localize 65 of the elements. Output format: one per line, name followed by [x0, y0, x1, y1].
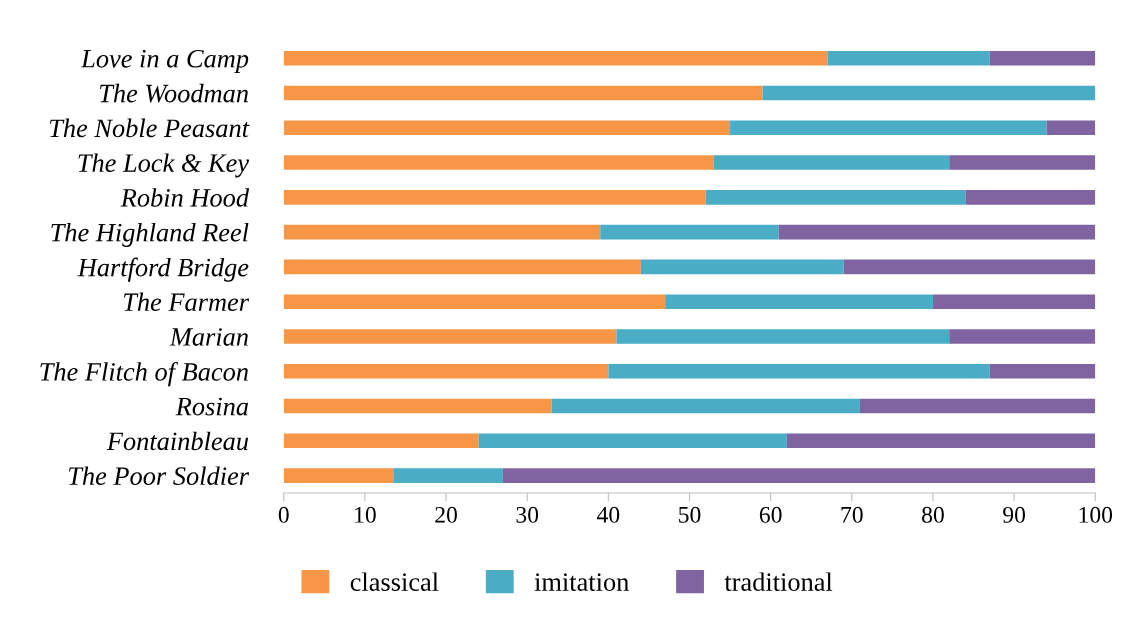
y-tick-label: The Noble Peasant [49, 118, 250, 138]
bar [283, 468, 394, 483]
x-tick-label: 30 [516, 506, 539, 523]
bar [608, 363, 990, 379]
bar [827, 50, 990, 66]
legend-label: traditional [724, 572, 833, 591]
bar [502, 468, 1096, 483]
legend-label: imitation [534, 573, 629, 591]
bar [283, 329, 617, 344]
x-tick-label: 20 [435, 506, 457, 523]
bar [762, 85, 1096, 101]
y-tick-label: The Highland Reel [51, 222, 249, 247]
x-tick-label: 10 [355, 506, 376, 523]
y-tick-label: Hartford Bridge [77, 257, 249, 282]
bar [932, 294, 1096, 309]
bar [949, 329, 1096, 344]
bar [283, 363, 609, 379]
x-tick-label: 70 [841, 506, 863, 523]
bar [283, 433, 479, 449]
bar [640, 259, 844, 275]
bar [283, 224, 601, 240]
y-tick-label: The Lock & Key [78, 153, 250, 178]
y-tick-label: Love in a Camp [80, 49, 249, 73]
bar [778, 224, 1096, 240]
bar [730, 120, 1047, 136]
y-tick-label: Rosina [175, 397, 249, 416]
bar [283, 190, 706, 205]
bar [393, 468, 503, 483]
bar [989, 363, 1096, 379]
bar [843, 259, 1096, 275]
y-tick-label: The Poor Soldier [68, 466, 250, 486]
y-tick-label: The Flitch of Bacon [40, 361, 248, 387]
bar [1046, 120, 1096, 136]
bar [283, 120, 731, 136]
bar [859, 398, 1096, 414]
bar [989, 50, 1096, 66]
y-tick-label: The Farmer [123, 292, 250, 312]
bar [283, 155, 714, 170]
bar [705, 190, 966, 205]
bar [786, 433, 1096, 449]
bar [478, 433, 787, 449]
y-tick-label: Fontainbleau [106, 431, 249, 451]
x-tick-label: 80 [922, 506, 944, 523]
bar [965, 190, 1096, 205]
bar [551, 398, 860, 414]
x-tick-label: 0 [278, 506, 289, 523]
bar [283, 294, 666, 309]
x-tick-label: 100 [1079, 506, 1113, 523]
bar [283, 50, 828, 66]
y-tick-label: Marian [169, 328, 248, 346]
bar [665, 294, 933, 309]
y-tick-label: Robin Hood [120, 188, 250, 207]
bar [283, 259, 641, 275]
bar [949, 155, 1096, 170]
bar [600, 224, 779, 240]
x-tick-label: 40 [597, 506, 620, 523]
legend-label: classical [350, 572, 439, 591]
x-tick-label: 90 [1003, 506, 1026, 523]
x-tick-label: 60 [759, 506, 782, 523]
y-tick-label: The Woodman [99, 83, 248, 103]
bar [283, 85, 763, 101]
bar [283, 398, 552, 414]
bar [616, 329, 950, 344]
bar [713, 155, 950, 170]
x-tick-label: 50 [679, 506, 701, 523]
